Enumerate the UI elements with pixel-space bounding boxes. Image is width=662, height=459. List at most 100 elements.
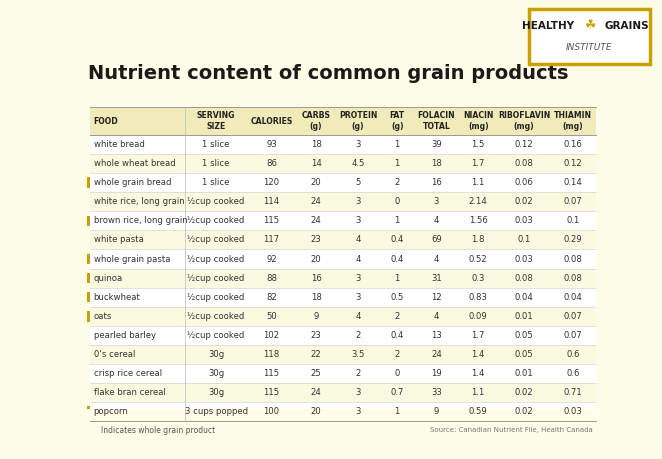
Text: HEALTHY: HEALTHY [522, 21, 574, 31]
Text: 1.56: 1.56 [469, 216, 488, 225]
Text: FAT
(g): FAT (g) [389, 112, 404, 131]
Bar [91, 192, 596, 211]
Text: INSTITUTE: INSTITUTE [566, 43, 612, 52]
Text: 4: 4 [434, 216, 439, 225]
Text: 1.4: 1.4 [471, 369, 485, 378]
Text: 1.8: 1.8 [471, 235, 485, 245]
Text: 30g: 30g [208, 350, 224, 359]
Text: 114: 114 [263, 197, 279, 206]
Text: 24: 24 [431, 350, 442, 359]
Text: 18: 18 [310, 293, 322, 302]
Bar [91, 364, 596, 383]
Text: 0.08: 0.08 [515, 274, 534, 283]
Text: 3: 3 [355, 197, 361, 206]
Text: SERVING
SIZE: SERVING SIZE [197, 112, 236, 131]
Text: 0.07: 0.07 [563, 331, 582, 340]
Text: 5: 5 [355, 178, 361, 187]
Bar [87, 254, 91, 264]
Text: FOOD: FOOD [93, 117, 118, 126]
Text: 69: 69 [431, 235, 442, 245]
Text: NIACIN
(mg): NIACIN (mg) [463, 112, 493, 131]
Text: 0.03: 0.03 [563, 407, 582, 416]
Text: 2: 2 [355, 369, 361, 378]
Bar [91, 326, 596, 345]
Text: pearled barley: pearled barley [93, 331, 156, 340]
Text: 0.4: 0.4 [391, 235, 404, 245]
Text: 9: 9 [434, 407, 439, 416]
Text: 0.52: 0.52 [469, 254, 488, 263]
Text: 0.01: 0.01 [515, 312, 534, 321]
Text: 1.1: 1.1 [471, 178, 485, 187]
Text: THIAMIN
(mg): THIAMIN (mg) [554, 112, 592, 131]
Text: ½cup cooked: ½cup cooked [187, 293, 245, 302]
Text: 0.02: 0.02 [515, 407, 534, 416]
Text: 0.1: 0.1 [518, 235, 531, 245]
Text: 2: 2 [395, 178, 400, 187]
Text: 3.5: 3.5 [352, 350, 365, 359]
Text: 31: 31 [431, 274, 442, 283]
Text: 0.16: 0.16 [563, 140, 582, 149]
Text: 16: 16 [310, 274, 322, 283]
Bar [91, 402, 596, 421]
Text: whole grain pasta: whole grain pasta [93, 254, 170, 263]
Bar [91, 211, 596, 230]
Text: RIBOFLAVIN
(mg): RIBOFLAVIN (mg) [498, 112, 550, 131]
Text: 4.5: 4.5 [352, 159, 365, 168]
Text: 3 cups popped: 3 cups popped [185, 407, 248, 416]
Text: 117: 117 [263, 235, 279, 245]
Text: oats: oats [93, 312, 112, 321]
Text: 82: 82 [266, 293, 277, 302]
Text: 115: 115 [263, 216, 279, 225]
Text: popcorn: popcorn [93, 407, 128, 416]
Text: 50: 50 [266, 312, 277, 321]
Text: crisp rice cereal: crisp rice cereal [93, 369, 162, 378]
Text: 1 slice: 1 slice [203, 178, 230, 187]
Text: 33: 33 [431, 388, 442, 397]
Text: 2.14: 2.14 [469, 197, 488, 206]
Text: 93: 93 [266, 140, 277, 149]
Text: 23: 23 [310, 331, 322, 340]
Bar [87, 178, 91, 188]
Text: 4: 4 [355, 235, 361, 245]
Text: 1 slice: 1 slice [203, 140, 230, 149]
Text: 1.1: 1.1 [471, 388, 485, 397]
Text: 18: 18 [431, 159, 442, 168]
Text: 115: 115 [263, 388, 279, 397]
Text: 0.02: 0.02 [515, 388, 534, 397]
Text: 0: 0 [395, 197, 400, 206]
Text: 0.01: 0.01 [515, 369, 534, 378]
Text: ☘: ☘ [584, 19, 594, 33]
Bar [91, 307, 596, 326]
Text: 2: 2 [355, 331, 361, 340]
Text: 14: 14 [310, 159, 322, 168]
Bar [87, 273, 91, 283]
Text: whole wheat bread: whole wheat bread [93, 159, 175, 168]
Text: 0.14: 0.14 [563, 178, 582, 187]
Text: 0.05: 0.05 [515, 350, 534, 359]
Text: whole grain bread: whole grain bread [93, 178, 171, 187]
Text: white bread: white bread [93, 140, 144, 149]
Text: CARBS
(g): CARBS (g) [302, 112, 330, 131]
Text: ½cup cooked: ½cup cooked [187, 254, 245, 263]
Text: 3: 3 [355, 388, 361, 397]
Text: 0.3: 0.3 [471, 274, 485, 283]
Text: 0.1: 0.1 [566, 216, 579, 225]
Bar [87, 311, 91, 321]
Bar [91, 288, 596, 307]
Text: 0.09: 0.09 [469, 312, 488, 321]
Text: 1: 1 [395, 140, 400, 149]
Text: 0.59: 0.59 [469, 407, 488, 416]
Text: 1: 1 [395, 216, 400, 225]
Text: 0.03: 0.03 [515, 254, 534, 263]
Text: 1.5: 1.5 [471, 140, 485, 149]
Text: 100: 100 [263, 407, 279, 416]
Text: 0.4: 0.4 [391, 331, 404, 340]
Text: 0.08: 0.08 [563, 274, 583, 283]
Text: 16: 16 [431, 178, 442, 187]
Text: 0.6: 0.6 [566, 350, 579, 359]
Text: ½cup cooked: ½cup cooked [187, 331, 245, 340]
Text: 4: 4 [355, 312, 361, 321]
Bar [91, 345, 596, 364]
Text: ½cup cooked: ½cup cooked [187, 197, 245, 206]
Text: 24: 24 [310, 216, 322, 225]
